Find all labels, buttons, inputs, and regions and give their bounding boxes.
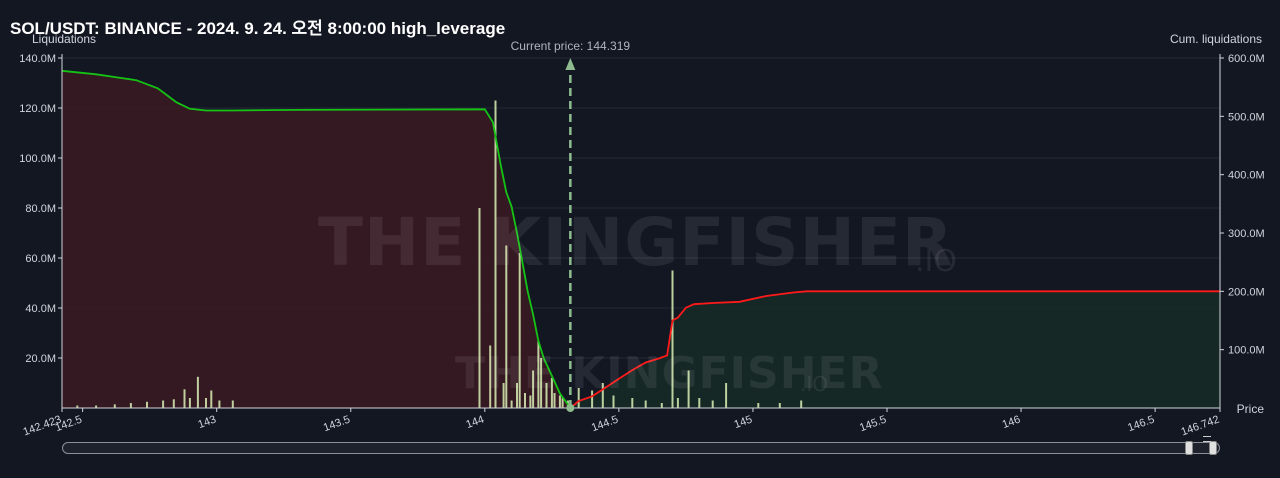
liquidation-bar: [162, 400, 165, 408]
y-tick-label: 120.0M: [19, 103, 56, 115]
liquidation-bar: [540, 358, 543, 408]
watermark-suffix-small: .IO: [800, 372, 828, 396]
x-tick-label: 146: [1001, 414, 1022, 432]
liquidation-bar: [524, 393, 526, 408]
cumulative-lines: [61, 69, 1220, 409]
liquidation-bar: [489, 345, 492, 408]
long-liquidation-area: [62, 70, 571, 409]
short-cumulative-line: [569, 290, 1220, 409]
y-tick-label: 20.0M: [25, 353, 56, 365]
liquidation-bar: [631, 398, 634, 408]
liquidation-bar: [218, 400, 221, 408]
liquidation-bar: [711, 400, 714, 408]
liquidation-bar: [800, 400, 803, 408]
liquidation-bar: [172, 399, 175, 409]
watermark-logo-small: THE KINGFISHER: [455, 348, 884, 399]
watermark-logo: THE KINGFISHER: [318, 204, 954, 281]
liquidation-bar: [778, 403, 781, 408]
liquidation-bar: [516, 383, 518, 408]
x-tick-label: 143.5: [322, 414, 352, 435]
liquidation-bar: [95, 405, 98, 408]
current-price-marker: Current price: 144.319: [511, 39, 631, 412]
liquidation-bar: [76, 405, 79, 408]
long-cumulative-line: [61, 69, 572, 409]
liquidation-bar: [644, 400, 647, 408]
liquidation-bar: [601, 383, 604, 408]
chart-areas: [62, 70, 1220, 409]
liquidation-bar: [537, 340, 540, 408]
liquidation-bar: [494, 100, 497, 408]
y-tick-label: 140.0M: [19, 53, 56, 65]
liquidation-bar: [129, 403, 132, 408]
x-tick-label: 145.5: [858, 414, 888, 435]
x-tick-label: 144.5: [590, 414, 620, 435]
liquidation-bar: [698, 398, 701, 408]
liquidation-bar: [612, 395, 615, 408]
liquidation-bar: [505, 245, 508, 408]
y2-tick-label: 100.0M: [1228, 345, 1265, 357]
x-axis-title: Price: [1236, 402, 1264, 416]
x-tick-label: 144: [464, 414, 485, 432]
y-tick-label: 80.0M: [25, 203, 56, 215]
liquidation-bar: [196, 376, 199, 409]
liquidation-bar: [558, 395, 561, 408]
y2-tick-label: 600.0M: [1228, 53, 1265, 65]
chart-title: SOL/USDT: BINANCE - 2024. 9. 24. 오전 8:00…: [10, 19, 506, 38]
y-tick-label: 100.0M: [19, 153, 56, 165]
x-tick-label: 146.5: [1126, 414, 1156, 435]
liquidation-bar: [725, 383, 728, 408]
x-tick-label: 145: [733, 414, 754, 432]
liquidation-bar: [510, 400, 513, 408]
liquidation-bar: [545, 383, 548, 408]
liquidation-chart[interactable]: 20.0M 40.0M 60.0M 80.0M 100.0M 120.0M 140.0M 10…: [0, 0, 1280, 440]
liquidation-bar: [183, 389, 186, 409]
liquidation-bar: [687, 370, 690, 408]
x-tick-label: 146.742: [1180, 414, 1221, 439]
liquidation-bar: [205, 398, 207, 408]
liquidation-bar: [113, 404, 116, 409]
liquidation-bar: [553, 393, 556, 408]
watermark-suffix: .IO: [915, 244, 957, 279]
liquidation-bar: [591, 390, 594, 408]
y2-tick-label: 400.0M: [1228, 170, 1265, 182]
liquidation-bar: [529, 395, 532, 408]
current-price-dot: [566, 404, 575, 412]
navigator-left-handle[interactable]: [1185, 441, 1193, 455]
liquidation-bar: [671, 270, 674, 408]
liquidation-bar: [231, 400, 234, 408]
liquidation-bar: [550, 378, 553, 408]
liquidation-bar: [518, 253, 521, 408]
y-axis-title: Liquidations: [32, 32, 97, 46]
liquidation-bar: [146, 401, 148, 409]
liquidation-bar: [188, 398, 191, 408]
navigator-grip-icon[interactable]: [1203, 436, 1211, 442]
y2-axis-title: Cum. liquidations: [1169, 32, 1262, 46]
liquidation-bar: [532, 370, 535, 408]
y-tick-label: 60.0M: [25, 253, 56, 265]
liquidation-bars: [76, 100, 803, 409]
y2-tick-label: 500.0M: [1228, 111, 1265, 123]
liquidation-bar: [757, 403, 760, 408]
liquidation-bar: [577, 388, 580, 408]
liquidation-bar: [210, 390, 213, 408]
liquidation-bar: [660, 403, 663, 408]
x-tick-label: 143: [196, 414, 217, 432]
short-liquidation-area: [570, 291, 1220, 408]
liquidation-bar: [478, 208, 481, 408]
y2-tick-label: 300.0M: [1228, 228, 1265, 240]
liquidation-bar: [502, 383, 505, 408]
y2-tick-label: 200.0M: [1228, 286, 1265, 298]
current-price-label: Current price: 144.319: [511, 39, 631, 53]
navigator-right-handle[interactable]: [1209, 441, 1217, 455]
current-price-arrow-icon: [565, 58, 576, 70]
liquidation-bar: [676, 398, 679, 408]
range-navigator[interactable]: [62, 436, 1220, 455]
liquidation-bar: [561, 398, 564, 408]
y-tick-label: 40.0M: [25, 303, 56, 315]
